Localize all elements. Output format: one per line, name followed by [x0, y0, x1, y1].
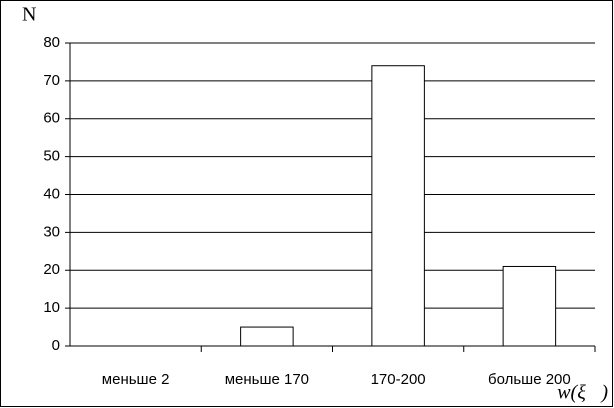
x-tick-label: 170-200	[371, 371, 426, 388]
y-tick-label: 40	[43, 185, 60, 202]
y-tick-label: 10	[43, 299, 60, 316]
bar	[502, 265, 557, 347]
y-tick-label: 60	[43, 110, 60, 127]
bar	[240, 326, 294, 347]
y-tick-label: 20	[43, 261, 60, 278]
y-axis-label: N	[22, 4, 36, 26]
y-tick-label: 0	[52, 337, 60, 354]
bar	[371, 65, 425, 347]
y-tick-label: 70	[43, 72, 60, 89]
y-tick-label: 80	[43, 34, 60, 51]
x-tick-label: меньше 2	[102, 371, 170, 388]
x-tick-label: меньше 170	[225, 371, 309, 388]
y-tick-label: 30	[43, 223, 60, 240]
y-tick-label: 50	[43, 148, 60, 165]
x-axis-label: w(ξ⃗)	[557, 382, 608, 404]
x-tick-label: больше 200	[488, 371, 571, 388]
